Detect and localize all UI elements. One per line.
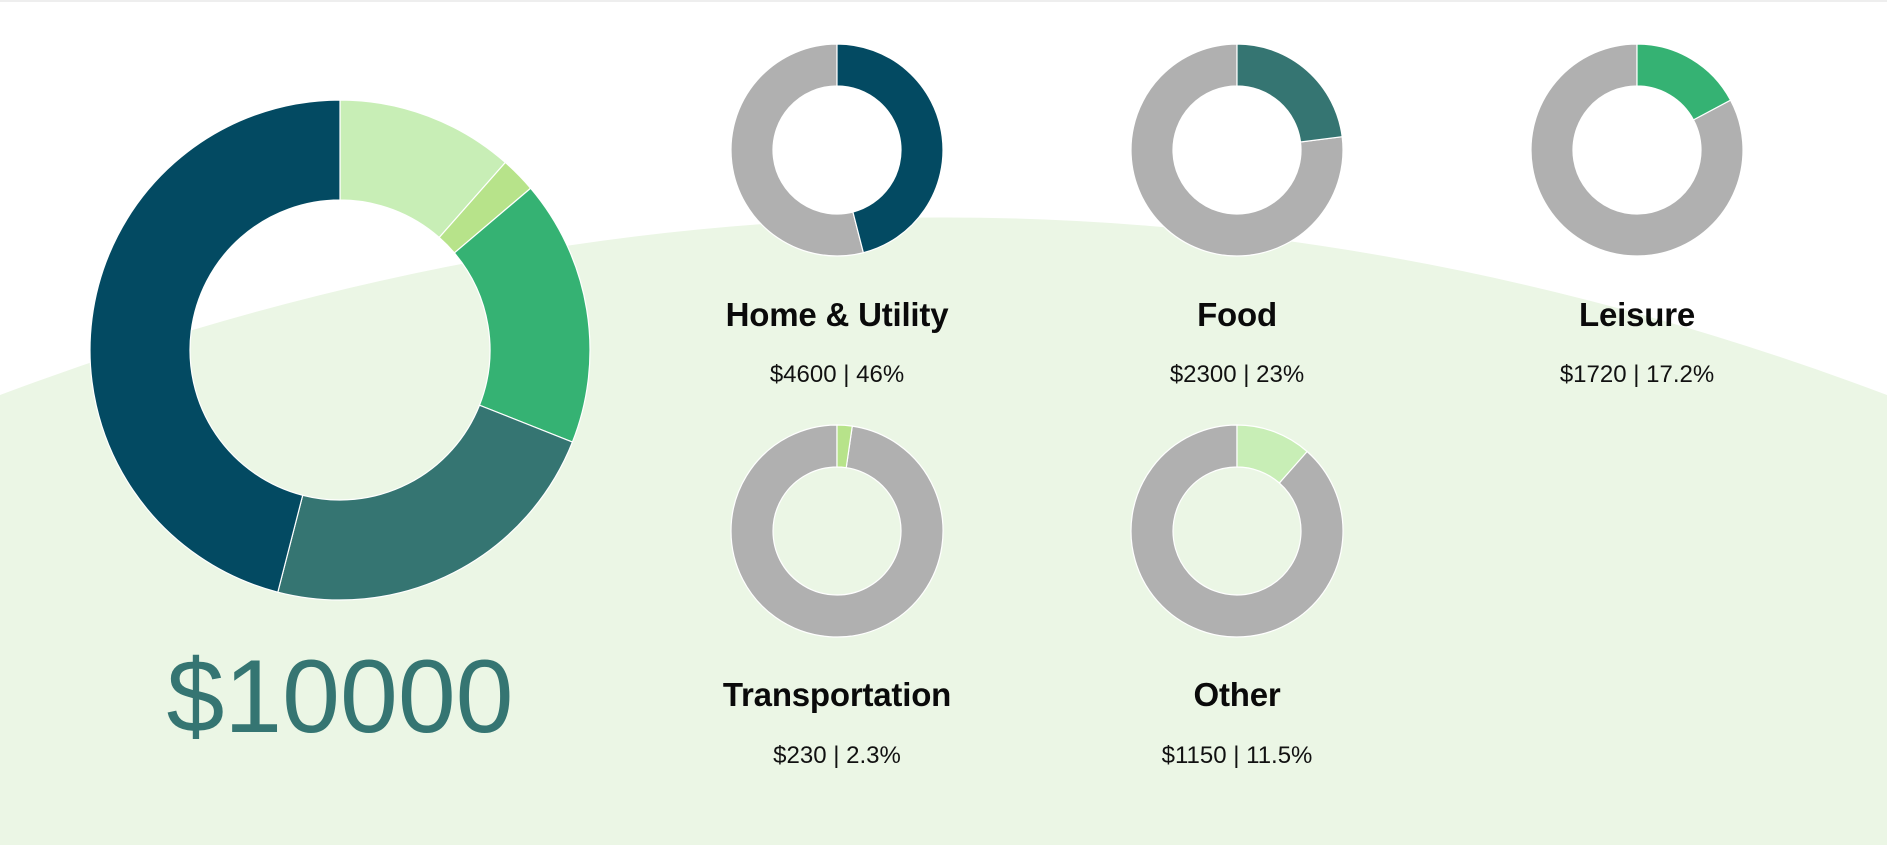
home-utility-value: $4600 | 46% — [769, 361, 905, 388]
leisure-donut — [1530, 43, 1744, 257]
other-value: $1150 | 11.5% — [1161, 742, 1313, 769]
transportation-remainder-arc — [730, 424, 944, 638]
transportation-value: $230 | 2.3% — [773, 742, 901, 769]
food-title: Food — [1197, 296, 1277, 333]
other-remainder-arc — [1130, 424, 1344, 638]
food-share-arc — [1236, 43, 1343, 143]
other-donut — [1130, 424, 1344, 638]
food-value: $2300 | 23% — [1169, 361, 1305, 388]
slice-home-utility — [89, 99, 341, 593]
leisure-remainder-arc — [1530, 43, 1744, 257]
transportation-share-arc — [836, 424, 853, 469]
home-utility-remainder-arc — [730, 43, 865, 257]
leisure-value: $1720 | 17.2% — [1559, 361, 1715, 388]
transportation-donut — [730, 424, 944, 638]
total-amount: $10000 — [166, 639, 514, 755]
slice-food — [277, 404, 574, 601]
home-utility-donut — [730, 43, 944, 257]
home-utility-share-arc — [836, 43, 944, 254]
total-spending-donut — [89, 99, 591, 601]
food-remainder-arc — [1130, 43, 1344, 257]
other-share-arc — [1236, 424, 1308, 484]
leisure-title: Leisure — [1579, 296, 1695, 333]
home-utility-title: Home & Utility — [725, 296, 949, 333]
leisure-share-arc — [1636, 43, 1732, 121]
top-border — [0, 0, 1887, 2]
slice-leisure — [453, 187, 591, 443]
transportation-title: Transportation — [722, 676, 952, 713]
food-donut — [1130, 43, 1344, 257]
other-title: Other — [1193, 676, 1281, 713]
